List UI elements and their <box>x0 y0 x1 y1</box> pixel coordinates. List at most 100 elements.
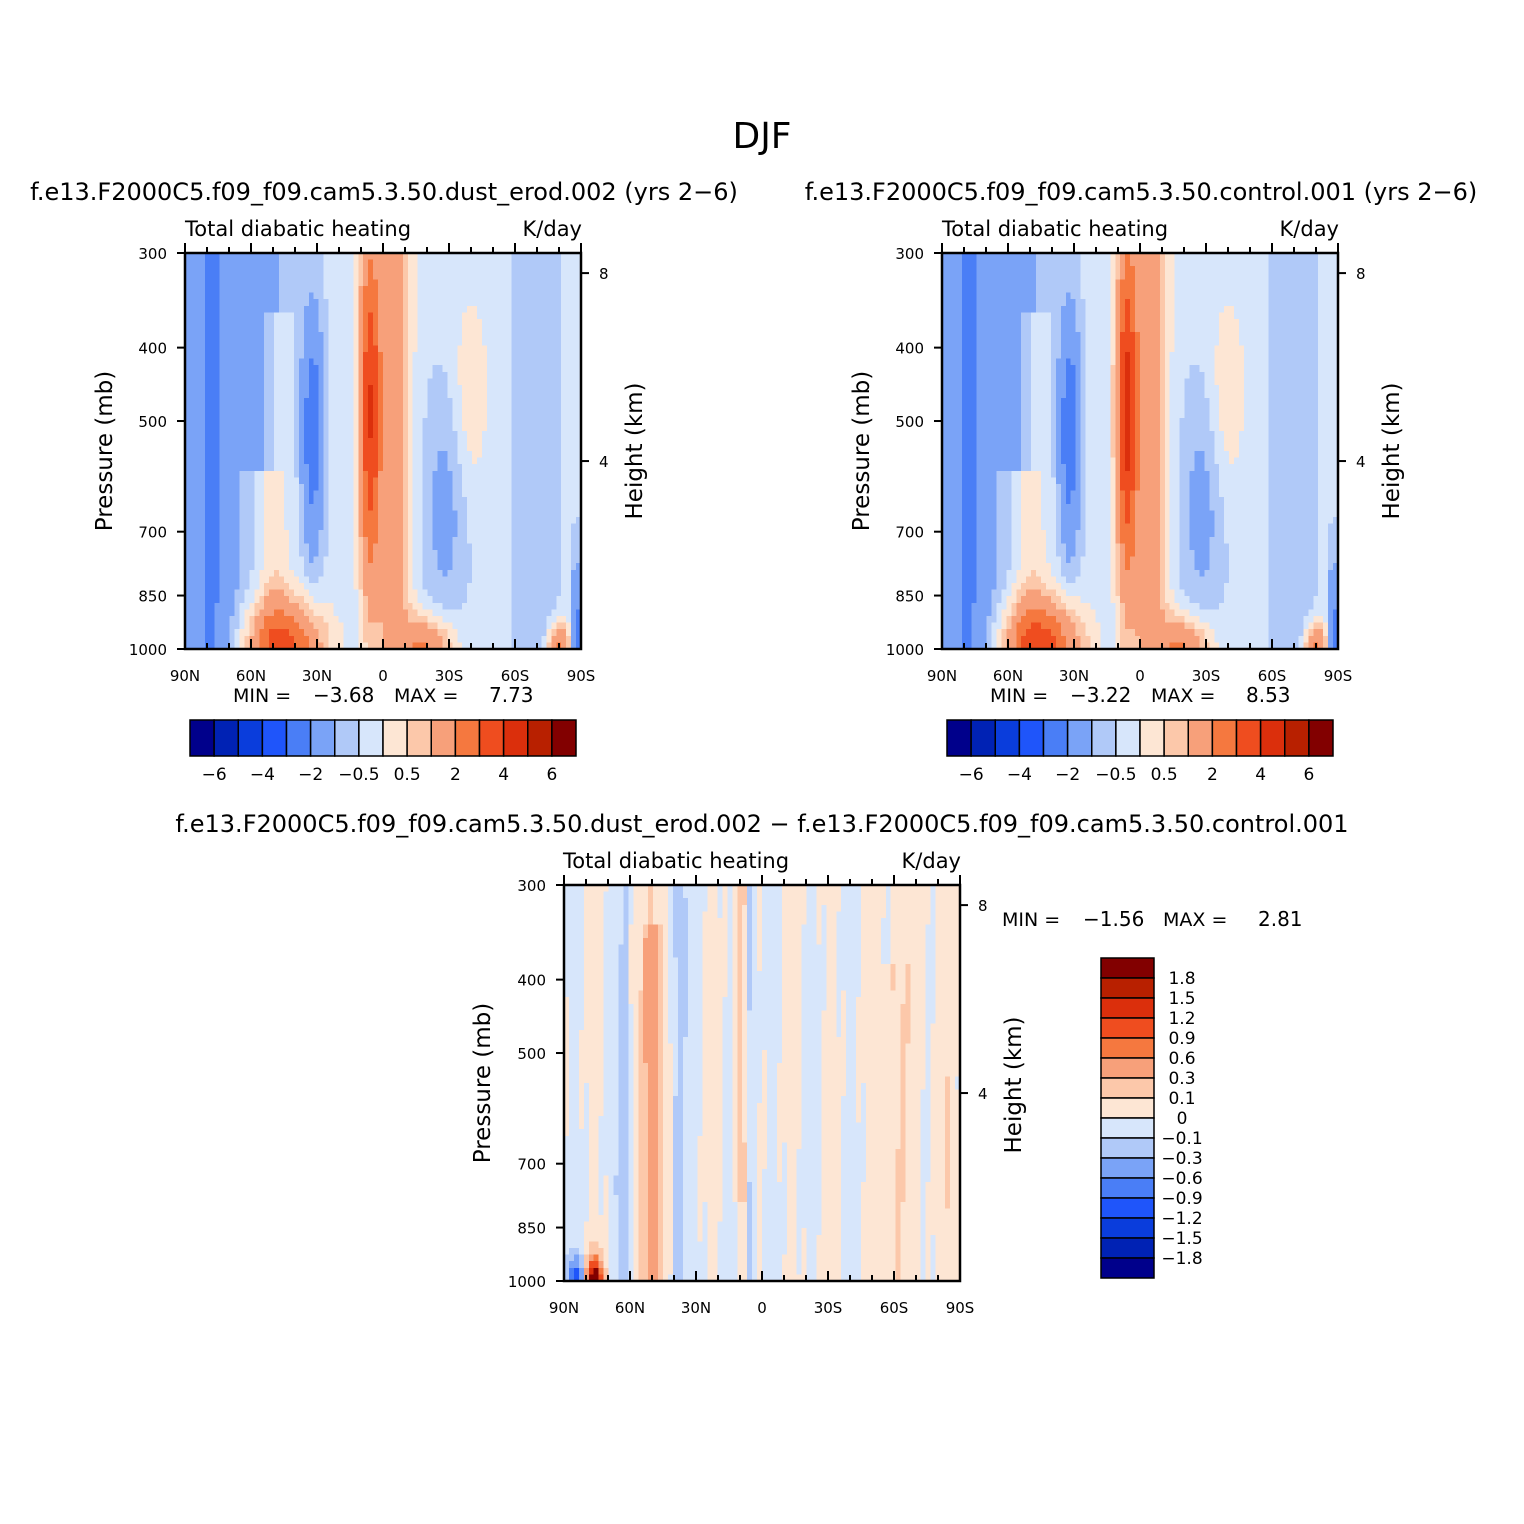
field-cell <box>313 497 319 505</box>
field-cell <box>521 490 527 498</box>
field-cell <box>214 299 220 307</box>
field-cell <box>185 299 191 307</box>
field-cell <box>308 384 314 392</box>
field-cell <box>576 483 581 491</box>
field-cell <box>254 325 260 333</box>
field-cell <box>511 464 517 471</box>
field-cell <box>383 569 389 577</box>
field-cell <box>551 312 557 320</box>
field-cell <box>402 510 408 518</box>
field-cell <box>482 332 488 339</box>
field-cell <box>496 365 502 372</box>
field-cell <box>259 543 265 551</box>
field-cell <box>387 503 394 511</box>
field-cell <box>333 464 339 471</box>
field-cell <box>288 457 295 465</box>
field-cell <box>269 635 275 643</box>
field-cell <box>293 503 300 511</box>
field-cell <box>259 563 265 570</box>
field-cell <box>338 345 344 353</box>
field-cell <box>412 556 418 564</box>
field-cell <box>541 616 547 623</box>
field-cell <box>293 312 300 320</box>
field-cell <box>234 272 240 280</box>
field-cell <box>353 470 359 478</box>
field-cell <box>323 444 329 452</box>
field-cell <box>392 266 399 273</box>
field-cell <box>551 378 557 386</box>
field-cell <box>437 629 443 636</box>
field-cell <box>452 490 458 498</box>
field-cell <box>318 563 324 570</box>
field-cell <box>244 253 250 260</box>
field-cell <box>496 371 502 379</box>
field-cell <box>501 319 507 326</box>
field-cell <box>298 582 304 590</box>
field-cell <box>511 576 517 584</box>
field-cell <box>1070 253 1076 260</box>
field-cell <box>234 345 240 353</box>
field-cell <box>442 391 448 399</box>
field-cell <box>526 477 532 485</box>
field-cell <box>511 477 517 485</box>
field-cell <box>407 285 413 293</box>
field-cell <box>427 503 433 511</box>
field-cell <box>185 510 191 518</box>
field-cell <box>427 411 433 419</box>
field-cell <box>249 384 255 392</box>
field-cell <box>279 418 285 425</box>
field-cell <box>477 543 483 551</box>
field-cell <box>412 530 418 537</box>
field-cell <box>189 464 196 471</box>
field-cell <box>437 503 443 511</box>
field-cell <box>279 609 285 617</box>
field-cell <box>551 431 557 438</box>
field-cell <box>427 563 433 570</box>
field-cell <box>249 431 255 438</box>
field-cell <box>214 266 220 273</box>
field-cell <box>477 464 483 471</box>
field-cell <box>249 563 255 570</box>
field-cell <box>437 272 443 280</box>
field-cell <box>254 477 260 485</box>
field-cell <box>284 510 290 518</box>
field-cell <box>482 431 488 438</box>
field-cell <box>239 444 245 452</box>
field-cell <box>298 451 304 458</box>
field-cell <box>378 550 384 557</box>
field-cell <box>397 569 403 577</box>
field-cell <box>313 384 319 392</box>
field-cell <box>288 451 295 458</box>
field-cell <box>417 536 423 544</box>
field-cell <box>427 543 433 551</box>
field-cell <box>343 536 349 544</box>
field-cell <box>462 299 468 307</box>
field-cell <box>298 279 304 287</box>
field-cell <box>333 483 339 491</box>
field-cell <box>392 404 399 412</box>
field-cell <box>353 358 359 366</box>
field-cell <box>467 259 473 267</box>
field-cell <box>477 582 483 590</box>
field-cell <box>442 635 448 643</box>
field-cell <box>368 352 374 359</box>
field-cell <box>358 305 364 313</box>
field-cell <box>353 503 359 511</box>
panel-1-field <box>185 253 581 649</box>
field-cell <box>472 457 478 465</box>
field-cell <box>378 345 384 353</box>
field-cell <box>571 292 577 300</box>
field-cell <box>378 622 384 630</box>
field-cell <box>491 470 498 478</box>
field-cell <box>392 378 399 386</box>
field-cell <box>199 483 205 491</box>
field-cell <box>279 312 285 320</box>
field-cell <box>264 470 270 478</box>
field-cell <box>412 576 418 584</box>
field-cell <box>546 424 552 432</box>
field-cell <box>279 503 285 511</box>
field-cell <box>185 365 191 372</box>
field-cell <box>506 305 512 313</box>
field-cell <box>551 563 557 570</box>
field-cell <box>427 483 433 491</box>
